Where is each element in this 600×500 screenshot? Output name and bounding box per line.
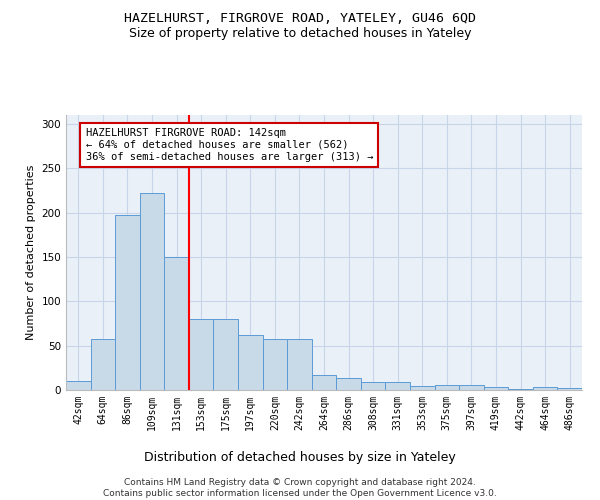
Bar bbox=[459, 384, 484, 390]
Bar bbox=[189, 319, 214, 390]
Bar bbox=[557, 388, 582, 390]
Bar bbox=[508, 389, 533, 390]
Bar bbox=[533, 388, 557, 390]
Bar bbox=[361, 382, 385, 390]
Bar bbox=[164, 257, 189, 390]
Bar bbox=[484, 388, 508, 390]
Bar bbox=[410, 386, 434, 390]
Text: HAZELHURST FIRGROVE ROAD: 142sqm
← 64% of detached houses are smaller (562)
36% : HAZELHURST FIRGROVE ROAD: 142sqm ← 64% o… bbox=[86, 128, 373, 162]
Text: Distribution of detached houses by size in Yateley: Distribution of detached houses by size … bbox=[144, 451, 456, 464]
Bar bbox=[66, 381, 91, 390]
Text: Contains HM Land Registry data © Crown copyright and database right 2024.
Contai: Contains HM Land Registry data © Crown c… bbox=[103, 478, 497, 498]
Bar bbox=[287, 340, 312, 390]
Bar bbox=[214, 319, 238, 390]
Bar bbox=[336, 378, 361, 390]
Bar bbox=[263, 340, 287, 390]
Bar bbox=[385, 382, 410, 390]
Bar bbox=[434, 384, 459, 390]
Bar bbox=[115, 215, 140, 390]
Bar bbox=[238, 335, 263, 390]
Bar bbox=[312, 375, 336, 390]
Bar bbox=[140, 193, 164, 390]
Y-axis label: Number of detached properties: Number of detached properties bbox=[26, 165, 36, 340]
Bar bbox=[91, 338, 115, 390]
Text: Size of property relative to detached houses in Yateley: Size of property relative to detached ho… bbox=[129, 28, 471, 40]
Text: HAZELHURST, FIRGROVE ROAD, YATELEY, GU46 6QD: HAZELHURST, FIRGROVE ROAD, YATELEY, GU46… bbox=[124, 12, 476, 26]
